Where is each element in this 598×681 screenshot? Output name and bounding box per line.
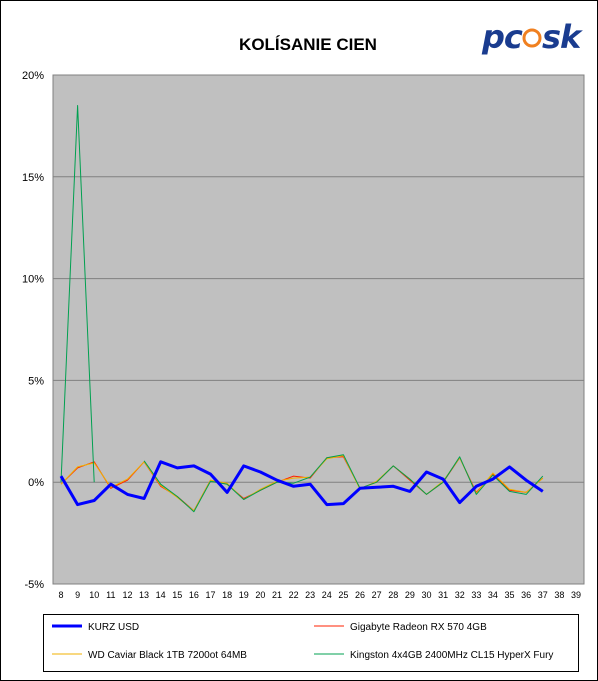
x-tick-label: 34 bbox=[488, 590, 498, 600]
x-tick-label: 33 bbox=[471, 590, 481, 600]
legend-box bbox=[43, 614, 579, 672]
y-tick-label: 15% bbox=[22, 172, 44, 184]
x-tick-label: 32 bbox=[455, 590, 465, 600]
x-tick-label: 30 bbox=[421, 590, 431, 600]
y-tick-label: 20% bbox=[22, 70, 44, 82]
x-tick-label: 12 bbox=[122, 590, 132, 600]
x-tick-label: 35 bbox=[505, 590, 515, 600]
x-tick-label: 39 bbox=[571, 590, 581, 600]
x-tick-label: 36 bbox=[521, 590, 531, 600]
logo-text-tail: sk bbox=[542, 18, 583, 56]
plot-area bbox=[52, 74, 585, 585]
series-line bbox=[59, 460, 544, 507]
legend-label: Kingston 4x4GB 2400MHz CL15 HyperX Fury bbox=[350, 650, 553, 661]
x-tick-label: 13 bbox=[139, 590, 149, 600]
x-tick-label: 22 bbox=[289, 590, 299, 600]
x-tick-label: 11 bbox=[106, 590, 115, 600]
legend-label: Gigabyte Radeon RX 570 4GB bbox=[350, 622, 487, 633]
x-tick-label: 27 bbox=[372, 590, 382, 600]
x-tick-label: 19 bbox=[239, 590, 249, 600]
x-tick-label: 38 bbox=[554, 590, 564, 600]
x-tick-label: 16 bbox=[189, 590, 199, 600]
x-tick-label: 15 bbox=[172, 590, 182, 600]
x-tick-label: 8 bbox=[58, 590, 63, 600]
x-tick-label: 9 bbox=[75, 590, 80, 600]
logo-flame-o bbox=[522, 28, 542, 48]
chart-title: KOLÍSANIE CIEN bbox=[239, 35, 377, 54]
x-tick-label: 29 bbox=[405, 590, 415, 600]
x-tick-label: 23 bbox=[305, 590, 315, 600]
series-lines bbox=[59, 105, 544, 513]
x-tick-label: 20 bbox=[255, 590, 265, 600]
pcosk-logo: pc sk bbox=[481, 18, 584, 56]
logo-text: pc bbox=[481, 18, 523, 56]
legend-label: WD Caviar Black 1TB 7200ot 64MB bbox=[88, 650, 247, 661]
y-tick-label: 10% bbox=[22, 274, 44, 286]
axes: -5% 0% 5% 10% 15% 20% 8 9 10 11 12 13 14 15 16 17 18 19 20… bbox=[22, 70, 581, 600]
x-tick-label: 28 bbox=[388, 590, 398, 600]
y-tick-label: 5% bbox=[28, 375, 44, 387]
x-tick-label: 18 bbox=[222, 590, 232, 600]
x-tick-label: 21 bbox=[272, 590, 282, 600]
legend: KURZ USD Gigabyte Radeon RX 570 4GB WD Cav… bbox=[43, 614, 579, 672]
x-tick-label: 26 bbox=[355, 590, 365, 600]
x-tick-label: 37 bbox=[538, 590, 548, 600]
x-tick-label: 24 bbox=[322, 590, 332, 600]
x-tick-label: 31 bbox=[438, 590, 448, 600]
x-tick-label: 14 bbox=[156, 590, 166, 600]
x-tick-label: 17 bbox=[206, 590, 216, 600]
grid-lines bbox=[53, 74, 584, 585]
y-tick-label: -5% bbox=[24, 579, 44, 591]
y-tick-label: 0% bbox=[28, 477, 44, 489]
x-tick-label: 25 bbox=[338, 590, 348, 600]
x-tick-label: 10 bbox=[89, 590, 99, 600]
series-line bbox=[60, 105, 544, 513]
legend-label: KURZ USD bbox=[88, 622, 139, 633]
